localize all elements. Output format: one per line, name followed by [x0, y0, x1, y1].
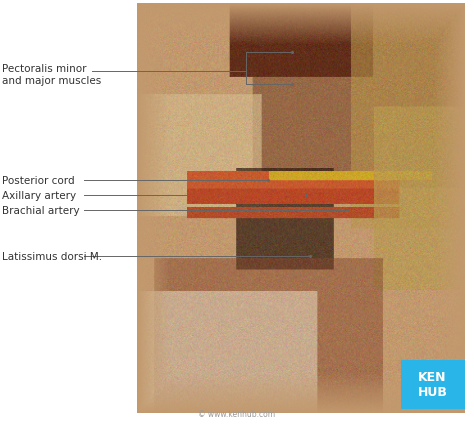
Text: Brachial artery: Brachial artery	[2, 206, 80, 216]
Text: © www.kenhub.com: © www.kenhub.com	[199, 409, 275, 418]
Text: Latissimus dorsi M.: Latissimus dorsi M.	[2, 251, 102, 262]
Bar	[401, 360, 465, 409]
Text: Pectoralis minor
and major muscles: Pectoralis minor and major muscles	[2, 64, 101, 85]
Text: Posterior cord: Posterior cord	[2, 176, 75, 186]
Text: Axillary artery: Axillary artery	[2, 191, 76, 201]
Text: KEN
HUB: KEN HUB	[418, 371, 447, 398]
